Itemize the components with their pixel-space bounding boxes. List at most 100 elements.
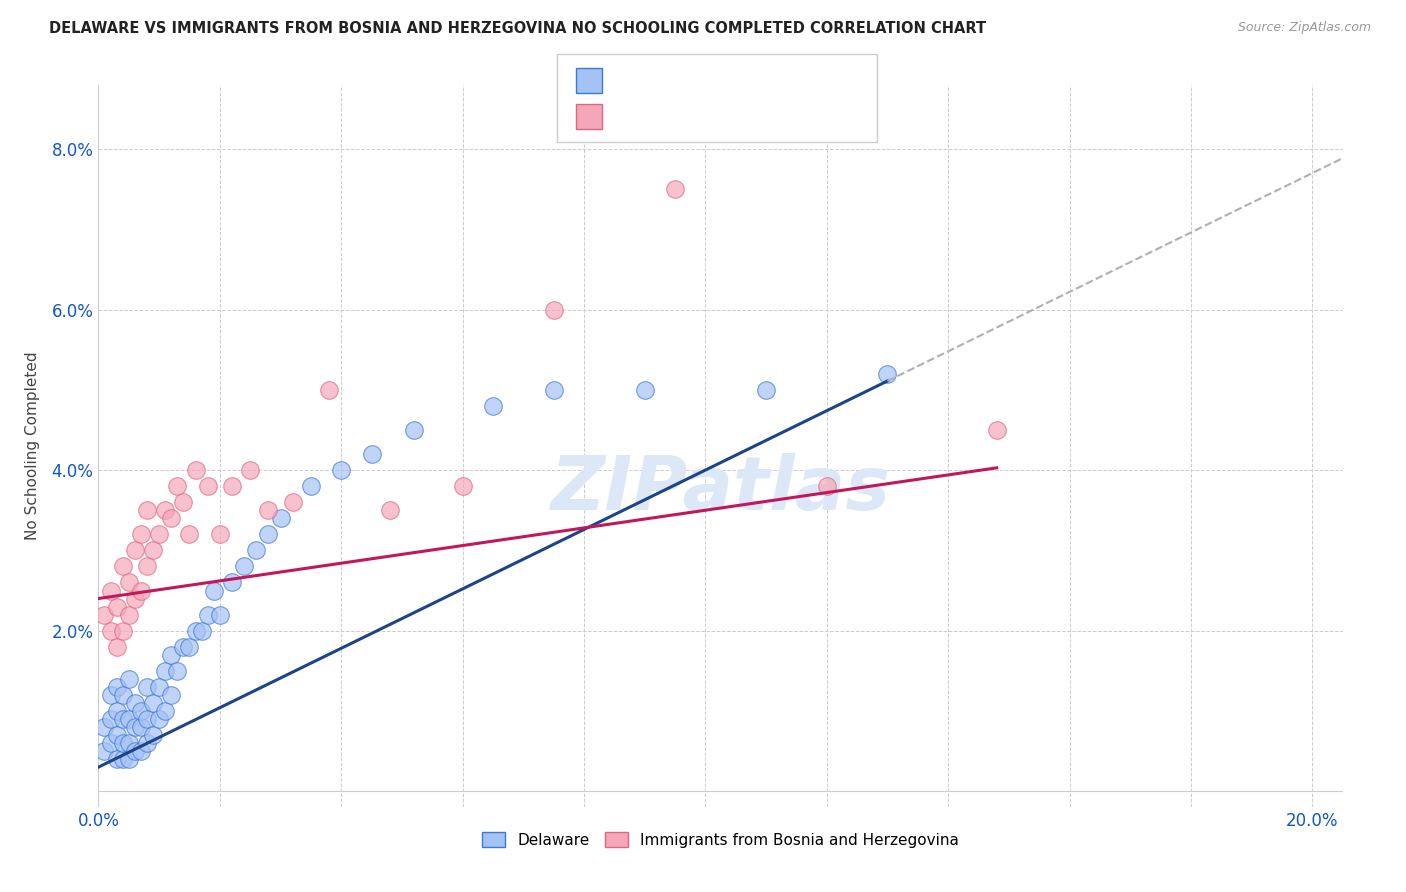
Point (142, 696, 165, 710)
Point (166, 664, 188, 678)
Text: 36: 36 (778, 107, 807, 125)
Point (221, 575, 243, 590)
Text: N =: N = (727, 107, 769, 125)
Point (755, 383, 778, 397)
Text: 0.279: 0.279 (651, 107, 710, 125)
Point (129, 527, 152, 541)
Point (129, 720, 152, 734)
Point (118, 672, 141, 686)
Point (160, 511, 183, 525)
Point (179, 527, 201, 541)
Point (111, 624, 134, 638)
Y-axis label: No Schooling Completed: No Schooling Completed (25, 351, 41, 541)
Point (664, 182, 686, 196)
Point (190, 624, 212, 638)
Point (124, 744, 146, 758)
Point (105, 599, 128, 614)
Point (202, 583, 225, 598)
Point (100, 736, 122, 750)
Point (482, 399, 505, 413)
Point (153, 704, 176, 718)
Legend: Delaware, Immigrants from Bosnia and Herzegovina: Delaware, Immigrants from Bosnia and Her… (477, 826, 965, 854)
Point (172, 495, 194, 509)
Text: Source: ZipAtlas.com: Source: ZipAtlas.com (1237, 21, 1371, 34)
Point (208, 527, 231, 541)
Point (118, 736, 141, 750)
Point (129, 744, 152, 758)
Point (118, 575, 141, 590)
Point (118, 712, 141, 726)
Point (986, 423, 1008, 437)
Point (105, 640, 128, 654)
Point (100, 712, 122, 726)
Point (160, 688, 183, 702)
Point (257, 503, 280, 517)
Point (136, 736, 159, 750)
Point (239, 463, 262, 477)
Point (360, 447, 382, 461)
Point (184, 463, 207, 477)
Point (136, 559, 159, 574)
Point (634, 383, 657, 397)
Point (378, 503, 401, 517)
Point (111, 559, 134, 574)
Point (184, 624, 207, 638)
Point (153, 503, 176, 517)
Text: ZIPatlas: ZIPatlas (551, 453, 890, 526)
Point (111, 688, 134, 702)
Point (270, 511, 292, 525)
Text: R =: R = (612, 107, 643, 125)
Point (142, 543, 165, 558)
Point (129, 704, 152, 718)
Text: 0.511: 0.511 (651, 71, 709, 89)
Point (815, 479, 838, 493)
Point (118, 607, 141, 622)
Point (105, 752, 128, 766)
Point (129, 583, 152, 598)
Point (105, 680, 128, 694)
Point (160, 648, 183, 662)
Point (166, 479, 188, 493)
Text: N =: N = (727, 71, 769, 89)
Point (136, 680, 159, 694)
Point (233, 559, 256, 574)
Point (93, 607, 115, 622)
Point (330, 463, 353, 477)
Point (543, 302, 565, 317)
Point (245, 543, 267, 558)
Point (93, 720, 115, 734)
Point (153, 664, 176, 678)
Point (402, 423, 425, 437)
Point (543, 383, 565, 397)
Point (179, 640, 201, 654)
Point (221, 479, 243, 493)
Point (111, 712, 134, 726)
Point (197, 607, 219, 622)
Point (118, 752, 141, 766)
Point (111, 752, 134, 766)
Point (876, 367, 898, 381)
Point (105, 728, 128, 742)
Point (197, 479, 219, 493)
Point (318, 383, 340, 397)
Point (100, 583, 122, 598)
Point (148, 680, 170, 694)
Point (124, 543, 146, 558)
Point (142, 728, 165, 742)
Point (172, 640, 194, 654)
Point (136, 503, 159, 517)
Point (299, 479, 322, 493)
Point (93, 744, 115, 758)
Point (136, 712, 159, 726)
Point (148, 527, 170, 541)
Point (148, 712, 170, 726)
Text: R =: R = (612, 71, 643, 89)
Point (208, 607, 231, 622)
Point (105, 704, 128, 718)
Point (281, 495, 304, 509)
Point (451, 479, 474, 493)
Point (100, 688, 122, 702)
Point (257, 527, 280, 541)
Text: 56: 56 (778, 71, 806, 89)
Text: DELAWARE VS IMMIGRANTS FROM BOSNIA AND HERZEGOVINA NO SCHOOLING COMPLETED CORREL: DELAWARE VS IMMIGRANTS FROM BOSNIA AND H… (49, 21, 987, 36)
